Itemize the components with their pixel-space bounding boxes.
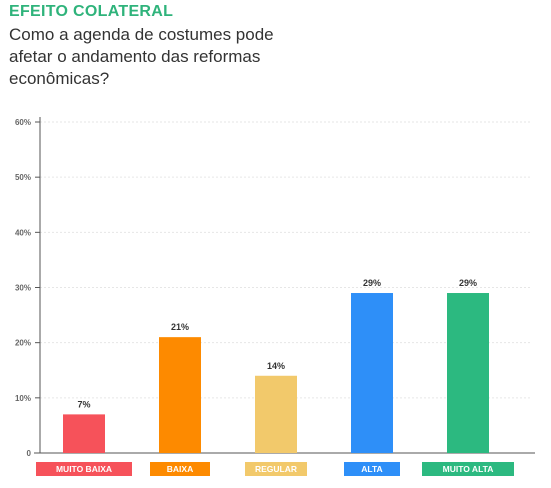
bar — [159, 337, 201, 453]
y-tick-label: 60% — [15, 118, 31, 127]
category-label-background — [36, 462, 132, 476]
category-label: MUITO ALTA — [443, 464, 494, 474]
category-label: MUITO BAIXA — [56, 464, 112, 474]
bar — [351, 293, 393, 453]
bar-value-label: 14% — [267, 361, 285, 371]
y-tick-label: 0 — [27, 449, 32, 458]
chart-kicker: EFEITO COLATERAL — [9, 3, 174, 20]
chart-title: Como a agenda de costumes pode afetar o … — [9, 25, 274, 88]
category-labels: MUITO BAIXA BAIXA REGULAR ALTA MUITO ALTA — [36, 462, 514, 476]
category-label: REGULAR — [255, 464, 297, 474]
bars — [63, 293, 489, 453]
y-tick-label: 10% — [15, 394, 31, 403]
bar — [63, 414, 105, 453]
y-tick-label: 30% — [15, 284, 31, 293]
category-label-background — [344, 462, 400, 476]
y-tick-label: 50% — [15, 173, 31, 182]
category-label-background — [422, 462, 514, 476]
category-label: ALTA — [361, 464, 382, 474]
y-axis-ticks: 0 10% 20% 30% 40% 50% 60% — [15, 118, 40, 458]
bar-value-label: 29% — [363, 278, 381, 288]
y-tick-label: 40% — [15, 228, 31, 237]
category-label-background — [150, 462, 210, 476]
bar-value-label: 7% — [77, 399, 90, 409]
bar — [447, 293, 489, 453]
bar — [255, 375, 297, 453]
y-tick-label: 20% — [15, 339, 31, 348]
category-label-background — [245, 462, 307, 476]
value-labels: 7% 21% 14% 29% 29% — [77, 278, 477, 409]
bar-value-label: 29% — [459, 278, 477, 288]
bar-value-label: 21% — [171, 322, 189, 332]
category-label: BAIXA — [167, 464, 193, 474]
